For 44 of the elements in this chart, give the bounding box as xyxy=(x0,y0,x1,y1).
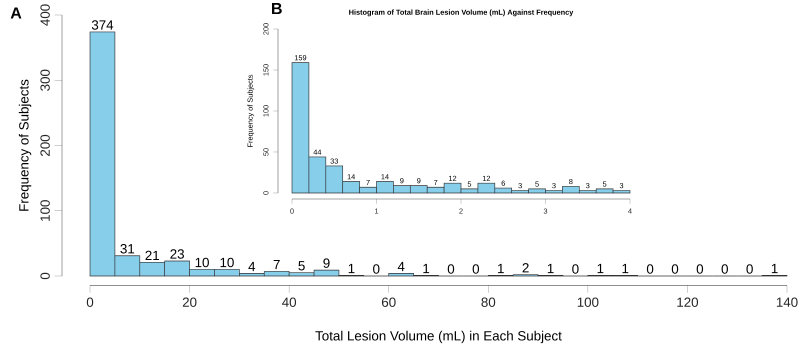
data-label: 23 xyxy=(170,249,184,259)
y-tick-label: 300 xyxy=(40,70,50,91)
x-tick-label: 80 xyxy=(481,298,496,307)
x-tick-label: 40 xyxy=(282,298,296,307)
data-label: 1 xyxy=(548,264,554,274)
y-tick-label: 400 xyxy=(40,4,50,26)
data-label: 0 xyxy=(746,264,753,274)
x-tick-label: 0 xyxy=(86,298,94,307)
data-label: 9 xyxy=(323,258,330,268)
data-label: 2 xyxy=(522,263,529,272)
data-label: 0 xyxy=(696,264,704,274)
data-label: 0 xyxy=(572,264,579,274)
data-label: 1 xyxy=(598,264,604,274)
x-tick-label: 100 xyxy=(578,298,598,307)
data-label: 1 xyxy=(423,264,430,274)
x-tick-label: 120 xyxy=(677,298,698,307)
data-label: 0 xyxy=(448,264,454,274)
x-tick-label: 140 xyxy=(776,298,798,307)
y-axis-title: Frequency of Subjects xyxy=(18,80,32,211)
data-label: 0 xyxy=(722,264,728,274)
data-label: 31 xyxy=(120,244,134,254)
data-label: 4 xyxy=(398,262,404,272)
data-label: 0 xyxy=(646,264,654,274)
data-label: 0 xyxy=(373,264,380,274)
x-tick-label: 60 xyxy=(382,298,396,307)
data-label: 7 xyxy=(274,260,280,270)
y-tick-label: 0 xyxy=(40,272,50,280)
x-axis-title: Total Lesion Volume (mL) in Each Subject xyxy=(315,330,562,344)
data-label: 1 xyxy=(348,264,354,274)
data-label: 10 xyxy=(196,258,209,268)
x-tick-label: 20 xyxy=(182,298,196,307)
data-label: 10 xyxy=(220,258,234,268)
data-label: 0 xyxy=(672,264,678,274)
text: A xyxy=(10,7,22,18)
data-label: 1 xyxy=(772,264,778,274)
text: B xyxy=(272,3,282,14)
data-label: 1 xyxy=(498,264,504,274)
data-label: 374 xyxy=(92,20,114,30)
data-label: 1 xyxy=(622,264,628,274)
y-tick-label: 200 xyxy=(40,134,50,156)
data-label: 4 xyxy=(248,262,256,272)
data-label: 0 xyxy=(472,264,480,274)
data-label: 21 xyxy=(145,250,160,260)
data-label: 5 xyxy=(298,261,305,270)
